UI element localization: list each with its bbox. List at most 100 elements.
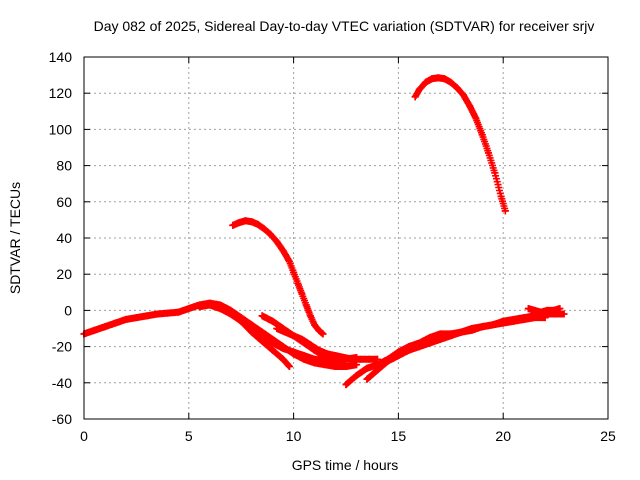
data-point [428, 75, 436, 83]
data-point [466, 102, 474, 110]
data-point [206, 301, 214, 309]
data-point [348, 355, 356, 363]
data-point [411, 93, 419, 101]
data-point [195, 303, 203, 311]
data-point [472, 115, 480, 123]
series-pass-5 [227, 308, 293, 371]
data-point [365, 355, 373, 363]
data-point [485, 149, 493, 157]
data-point [290, 268, 298, 276]
data-point [441, 75, 449, 83]
data-point [122, 315, 130, 323]
data-point [273, 325, 281, 332]
chart-title: Day 082 of 2025, Sidereal Day-to-day VTE… [94, 18, 595, 34]
data-point [363, 364, 371, 372]
data-point [237, 317, 245, 325]
data-point [269, 346, 277, 354]
data-point [373, 366, 381, 374]
series-pass-8 [342, 310, 568, 389]
data-point [285, 363, 293, 371]
data-point [258, 337, 266, 345]
data-point [311, 321, 319, 329]
data-point [174, 308, 182, 316]
data-point [342, 381, 350, 389]
y-tick-label: 60 [56, 194, 72, 210]
data-series [80, 74, 568, 389]
data-point [491, 169, 499, 177]
data-point [227, 308, 235, 316]
data-point [235, 219, 243, 227]
data-point [315, 326, 323, 334]
data-point [315, 346, 323, 354]
series-pass-2 [229, 217, 327, 338]
data-point [394, 352, 402, 360]
data-point [273, 238, 281, 246]
data-point [501, 207, 509, 215]
data-point [497, 192, 505, 200]
data-point [478, 131, 486, 139]
data-point [453, 84, 461, 92]
data-point [216, 305, 224, 313]
y-tick-label: 0 [64, 302, 72, 318]
data-point [459, 91, 467, 99]
data-point [457, 328, 465, 336]
data-point [352, 372, 360, 380]
data-point [267, 230, 275, 238]
data-point [279, 247, 287, 255]
data-point [290, 332, 298, 340]
series-markers [342, 310, 568, 389]
data-point [531, 306, 539, 314]
data-point [164, 309, 172, 317]
data-point [269, 339, 277, 347]
x-tick-label: 5 [185, 428, 193, 444]
data-point [185, 305, 193, 313]
data-point [260, 225, 268, 233]
y-axis-title: SDTVAR / TECUs [7, 182, 23, 294]
ticks: 0 5 10 15 20 25 -60 -40 -20 0 20 40 60 80 100 120 140 [49, 49, 616, 444]
data-point [556, 305, 564, 313]
y-tick-label: 100 [49, 121, 73, 137]
data-point [340, 353, 348, 361]
data-point [132, 314, 140, 322]
y-tick-label: 20 [56, 266, 72, 282]
data-point [332, 352, 340, 360]
data-point [560, 310, 568, 318]
data-point [478, 323, 486, 331]
data-point [279, 344, 287, 352]
data-point [153, 310, 161, 318]
x-tick-label: 25 [600, 428, 616, 444]
data-point [520, 315, 528, 323]
data-point [143, 312, 151, 320]
data-point [447, 332, 455, 340]
data-point [422, 78, 430, 86]
data-point [319, 330, 327, 338]
data-point [332, 359, 340, 367]
data-point [405, 346, 413, 354]
data-point [468, 325, 476, 332]
data-point [248, 328, 256, 336]
y-tick-label: -40 [52, 375, 72, 391]
y-tick-label: -20 [52, 339, 72, 355]
data-point [342, 363, 350, 371]
data-point [357, 355, 365, 363]
data-point [101, 323, 109, 331]
data-point [384, 357, 392, 365]
y-tick-label: 40 [56, 230, 72, 246]
x-tick-label: 15 [391, 428, 407, 444]
data-point [499, 319, 507, 327]
x-axis-title: GPS time / hours [292, 457, 399, 473]
data-point [241, 217, 249, 225]
y-tick-label: 140 [49, 49, 73, 65]
data-point [537, 308, 545, 316]
data-point [524, 305, 532, 313]
data-point [541, 314, 549, 322]
data-point [531, 314, 539, 322]
data-point [229, 221, 237, 229]
data-point [434, 74, 442, 82]
y-tick-label: 80 [56, 158, 72, 174]
data-point [300, 352, 308, 360]
data-point [306, 341, 314, 349]
series-pass-10 [524, 305, 564, 316]
